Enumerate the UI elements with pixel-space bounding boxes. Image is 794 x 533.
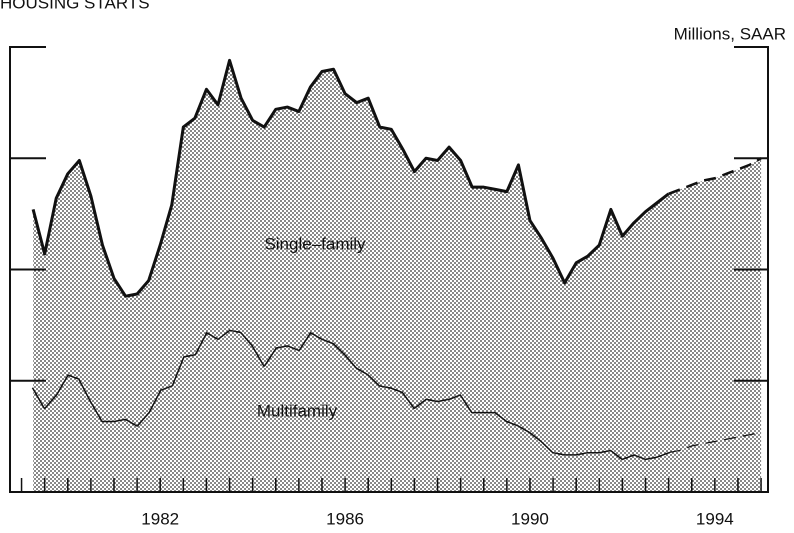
x-tick-label: 1990: [511, 509, 549, 528]
line: [31, 328, 670, 461]
area: [33, 329, 762, 492]
plot-area: 1982 1986 1990 1994: [9, 46, 769, 528]
x-tick-label: 1986: [326, 509, 364, 528]
annotation: Multifamily: [257, 401, 338, 420]
chart-title: HOUSING STARTS: [0, 0, 150, 12]
line: [31, 58, 670, 298]
x-tick-label: 1982: [141, 509, 179, 528]
annotation: Single–family: [264, 234, 366, 253]
line-dashed: [668, 157, 762, 196]
x-tick-label: 1994: [696, 509, 734, 528]
y-axis-label: Millions, SAAR: [674, 24, 786, 43]
area: [33, 60, 762, 459]
